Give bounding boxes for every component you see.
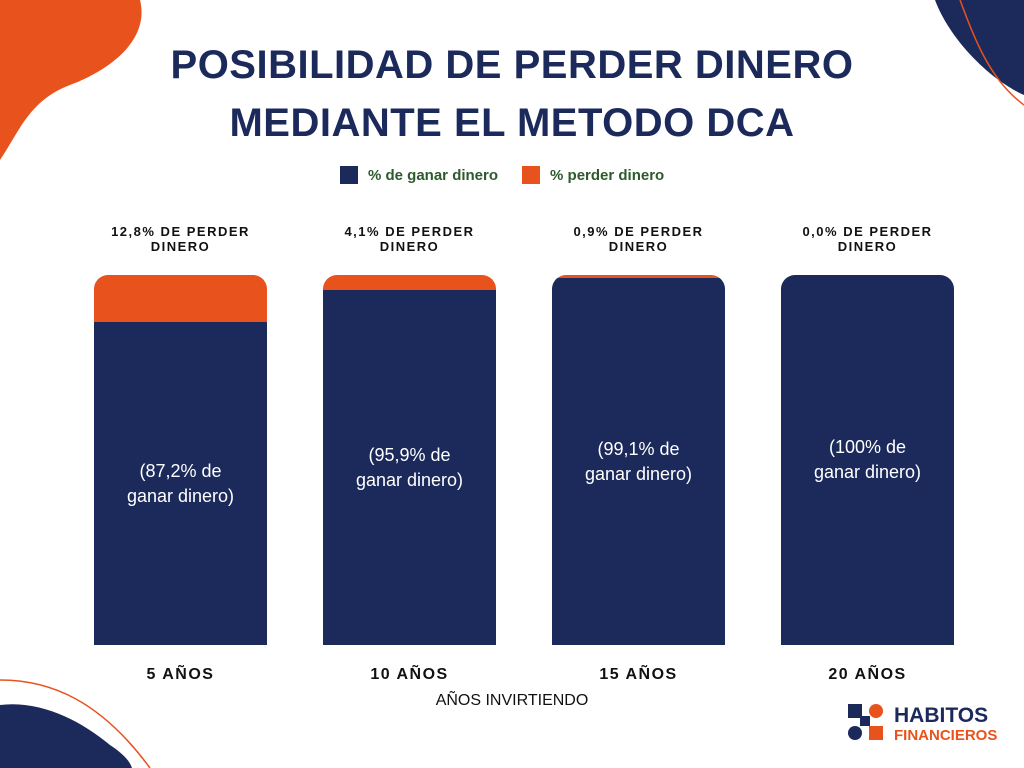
- bar-segment: [552, 275, 725, 279]
- x-tick-label: 20 AÑOS: [828, 666, 907, 683]
- bar-segment: [323, 275, 496, 291]
- bar-stack: (100% de ganar dinero): [781, 275, 954, 645]
- value-label: (95,9% de ganar dinero): [355, 444, 464, 490]
- logo-icon: [848, 704, 883, 740]
- bar-segment: (87,2% de ganar dinero): [94, 322, 267, 645]
- value-label: 12,8% DE PERDER DINERO: [111, 224, 250, 254]
- chart-title: POSIBILIDAD DE PERDER DINERO MEDIANTE EL…: [170, 43, 854, 145]
- legend-swatch: [522, 166, 541, 184]
- x-tick-label: 10 AÑOS: [370, 666, 449, 683]
- bar-stack: (99,1% de ganar dinero): [552, 275, 725, 645]
- logo-text: HABITOS: [894, 704, 989, 727]
- value-label: (87,2% de ganar dinero): [126, 460, 235, 506]
- x-tick-label: 5 AÑOS: [146, 666, 215, 683]
- legend-label: % de ganar dinero: [368, 166, 499, 184]
- logo-text: FINANCIEROS: [894, 727, 998, 744]
- bar-stack: (95,9% de ganar dinero): [323, 275, 496, 645]
- legend-label: % perder dinero: [550, 166, 665, 184]
- value-label: 4,1% DE PERDER DINERO: [344, 224, 475, 254]
- value-label: 0,0% DE PERDER DINERO: [802, 224, 933, 254]
- value-label: (100% de ganar dinero): [813, 437, 922, 482]
- value-label: 0,9% DE PERDER DINERO: [573, 224, 704, 254]
- logo: HABITOS FINANCIEROS: [846, 702, 997, 748]
- bar-segment: (99,1% de ganar dinero): [552, 278, 725, 645]
- x-tick-label: 15 AÑOS: [599, 666, 678, 683]
- bar-stack: (87,2% de ganar dinero): [94, 275, 267, 645]
- bar-segment: (95,9% de ganar dinero): [323, 290, 496, 645]
- legend: % de ganar dinero % perder dinero: [340, 166, 664, 184]
- bar-segment: [94, 275, 267, 323]
- legend-item: % de ganar dinero: [340, 166, 498, 184]
- x-axis-label: AÑOS INVIRTIENDO: [435, 692, 589, 709]
- legend-swatch: [340, 166, 358, 184]
- legend-item: % perder dinero: [522, 166, 664, 184]
- bar-segment: (100% de ganar dinero): [781, 275, 954, 645]
- value-label: (99,1% de ganar dinero): [584, 438, 693, 484]
